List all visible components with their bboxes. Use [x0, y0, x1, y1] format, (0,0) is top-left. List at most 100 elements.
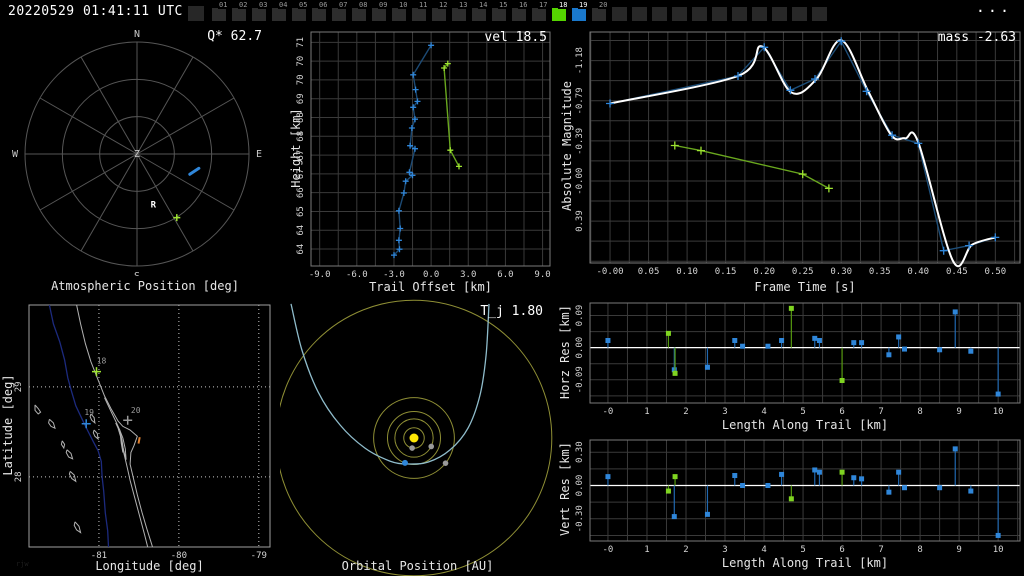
svg-text:6: 6	[839, 407, 844, 417]
svg-text:0.15: 0.15	[715, 267, 737, 277]
station-box-03[interactable]	[252, 8, 266, 21]
station-box-11[interactable]	[412, 8, 426, 21]
station-box-07[interactable]	[332, 8, 346, 21]
blank-station-box	[812, 7, 827, 21]
svg-text:64: 64	[296, 225, 306, 236]
svg-text:68: 68	[296, 131, 306, 142]
station-box-13[interactable]	[452, 8, 466, 21]
svg-text:71: 71	[296, 37, 306, 48]
station-number-11: 11	[418, 1, 429, 9]
station-box-04[interactable]	[272, 8, 286, 21]
overflow-menu-button[interactable]: ...	[975, 0, 1012, 16]
polar-plot-canvas: N E S W Z R	[12, 29, 262, 276]
station-number-01: 01	[218, 1, 229, 9]
svg-text:3: 3	[722, 407, 727, 417]
svg-text:S: S	[134, 271, 140, 276]
svg-text:67: 67	[296, 150, 306, 161]
svg-text:0.30: 0.30	[830, 267, 852, 277]
map-ylabel: Latitude [deg]	[1, 374, 15, 476]
velocity-annotation: vel 18.5	[484, 30, 547, 45]
vert-res-xlabel: Length Along Trail [km]	[721, 556, 889, 570]
svg-text:0.10: 0.10	[676, 267, 698, 277]
station-box-18[interactable]	[552, 8, 566, 21]
station-box-12[interactable]	[432, 8, 446, 21]
station-number-13: 13	[458, 1, 469, 9]
svg-text:0.00: 0.00	[575, 337, 585, 359]
station-number-03: 03	[258, 1, 269, 9]
svg-text:N: N	[134, 29, 140, 40]
svg-text:-0.79: -0.79	[575, 87, 585, 114]
svg-text:Z: Z	[134, 149, 140, 160]
svg-text:R: R	[151, 201, 157, 211]
station-number-15: 15	[498, 1, 509, 9]
panel-atmospheric-position: N E S W Z R Q* 62.7 Atmospheric Position [deg…	[0, 24, 290, 294]
svg-text:8: 8	[917, 545, 922, 555]
svg-text:0.09: 0.09	[575, 305, 585, 327]
magnitude-plot-canvas: -0.00 0.05 0.10 0.15 0.20 0.25 0.30 0.35 0.40 0.4…	[575, 31, 1021, 277]
svg-text:2: 2	[683, 407, 688, 417]
svg-text:8: 8	[917, 407, 922, 417]
panel-orbit: T_j 1.80 Orbital Position [AU]	[280, 294, 555, 576]
svg-text:0.45: 0.45	[946, 267, 968, 277]
station-box-06[interactable]	[312, 8, 326, 21]
svg-text:-79: -79	[251, 551, 267, 561]
station-number-07: 07	[338, 1, 349, 9]
svg-text:-81: -81	[91, 551, 107, 561]
blank-station-box	[712, 7, 727, 21]
station-box-10[interactable]	[392, 8, 406, 21]
svg-text:19: 19	[84, 408, 94, 417]
watermark: rjw	[16, 560, 29, 568]
svg-text:18: 18	[97, 357, 107, 366]
svg-text:-3.0: -3.0	[383, 270, 405, 280]
q-star-annotation: Q* 62.7	[207, 29, 262, 44]
svg-text:0.05: 0.05	[638, 267, 660, 277]
svg-text:-9.0: -9.0	[309, 270, 331, 280]
station-number-20: 20	[598, 1, 609, 9]
panel-vert-residuals: -0 1 2 3 4 5 6 7 8 9 10 0.30 0.00 -0.30 Length Along …	[555, 435, 1024, 576]
station-box-02[interactable]	[232, 8, 246, 21]
station-box-20[interactable]	[592, 8, 606, 21]
station-box-05[interactable]	[292, 8, 306, 21]
svg-text:0.00: 0.00	[575, 475, 585, 497]
station-box-17[interactable]	[532, 8, 546, 21]
station-box-16[interactable]	[512, 8, 526, 21]
station-number-10: 10	[398, 1, 409, 9]
svg-text:28: 28	[14, 471, 24, 482]
magnitude-plot-xlabel: Frame Time [s]	[754, 280, 856, 294]
svg-text:0.0: 0.0	[423, 270, 439, 280]
station-number-06: 06	[318, 1, 329, 9]
station-box-08[interactable]	[352, 8, 366, 21]
orbit-title: Orbital Position [AU]	[341, 559, 494, 573]
station-box-19[interactable]	[572, 8, 586, 21]
svg-text:3.0: 3.0	[460, 270, 476, 280]
horz-res-canvas: -0 1 2 3 4 5 6 7 8 9 10 0.09 0.00 -0.09	[575, 302, 1021, 417]
blank-station-box	[692, 7, 707, 21]
svg-text:0.35: 0.35	[869, 267, 891, 277]
station-box-01[interactable]	[212, 8, 226, 21]
orbit-canvas	[280, 299, 553, 576]
height-plot-ylabel: Height [km]	[289, 108, 303, 188]
svg-text:67: 67	[296, 168, 306, 179]
panel-height-profile: -9.0 -6.0 -3.0 0.0 3.0 6.0 9.0 71 70 70 69 68 68 67 67…	[289, 24, 555, 294]
svg-text:10: 10	[993, 407, 1004, 417]
svg-text:9.0: 9.0	[534, 270, 550, 280]
svg-text:-0.09: -0.09	[575, 366, 585, 393]
svg-text:4: 4	[761, 545, 766, 555]
svg-text:65: 65	[296, 206, 306, 217]
station-box-14[interactable]	[472, 8, 486, 21]
svg-text:0.40: 0.40	[907, 267, 929, 277]
svg-text:-0.30: -0.30	[575, 505, 585, 532]
svg-text:6.0: 6.0	[497, 270, 513, 280]
tisserand-annotation: T_j 1.80	[480, 304, 543, 319]
station-box-09[interactable]	[372, 8, 386, 21]
svg-text:0.50: 0.50	[984, 267, 1006, 277]
svg-text:3: 3	[722, 545, 727, 555]
magnitude-plot-ylabel: Absolute Magnitude	[560, 80, 574, 212]
horz-res-xlabel: Length Along Trail [km]	[721, 418, 889, 432]
svg-text:64: 64	[296, 244, 306, 255]
svg-text:10: 10	[993, 545, 1004, 555]
svg-text:2: 2	[683, 545, 688, 555]
height-plot-xlabel: Trail Offset [km]	[369, 280, 492, 294]
station-box-15[interactable]	[492, 8, 506, 21]
